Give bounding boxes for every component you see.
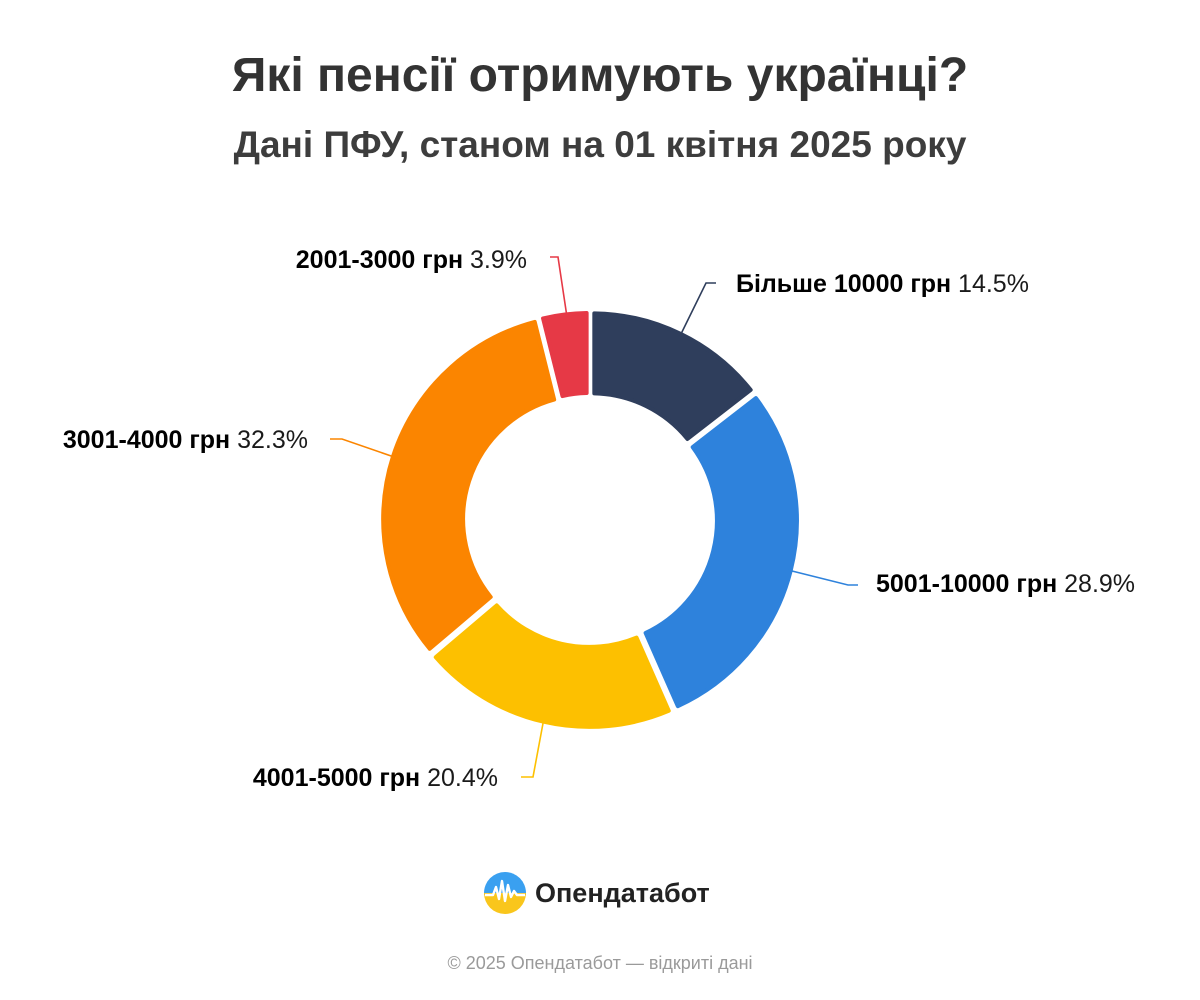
- leader-line-5: [550, 256, 568, 318]
- slice-label-2: 5001-10000 грн 28.9%: [876, 570, 1135, 598]
- donut-slice-5: [541, 311, 589, 399]
- slice-label-1: Більше 10000 грн 14.5%: [736, 270, 1029, 298]
- chart-title: Які пенсії отримують українці?: [231, 49, 969, 102]
- slice-value: 32.3%: [237, 426, 308, 454]
- slice-label-5: 2001-3000 грн 3.9%: [296, 246, 527, 274]
- brand: Опендатабот: [483, 870, 710, 916]
- slice-value: 3.9%: [470, 246, 527, 274]
- opendatabot-logo-icon: [484, 872, 526, 914]
- leader-line-3: [521, 717, 545, 778]
- slice-category: 2001-3000 грн: [296, 246, 470, 274]
- brand-name: Опендатабот: [535, 877, 710, 908]
- label-leader-lines: [330, 256, 858, 778]
- donut-slice-4: [381, 319, 557, 651]
- leader-line-2: [787, 569, 858, 586]
- donut-slices: [381, 311, 799, 729]
- slice-category: Більше 10000 грн: [736, 270, 958, 298]
- slice-value: 28.9%: [1064, 570, 1135, 598]
- footer-copyright: © 2025 Опендатабот — відкриті дані: [447, 953, 753, 973]
- slice-label-3: 4001-5000 грн 20.4%: [253, 764, 498, 792]
- leader-line-4: [330, 438, 398, 459]
- slice-label-4: 3001-4000 грн 32.3%: [63, 426, 308, 454]
- slice-category: 3001-4000 грн: [63, 426, 237, 454]
- slice-category: 4001-5000 грн: [253, 764, 427, 792]
- donut-slice-1: [592, 311, 753, 441]
- slice-value: 20.4%: [427, 764, 498, 792]
- slice-value: 14.5%: [958, 270, 1029, 298]
- chart-subtitle: Дані ПФУ, станом на 01 квітня 2025 року: [233, 124, 967, 165]
- slice-labels: Більше 10000 грн 14.5% 5001-10000 грн 28.…: [63, 246, 1135, 792]
- donut-slice-3: [433, 603, 671, 729]
- leader-line-1: [679, 282, 716, 337]
- donut-slice-2: [643, 396, 799, 709]
- slice-category: 5001-10000 грн: [876, 570, 1064, 598]
